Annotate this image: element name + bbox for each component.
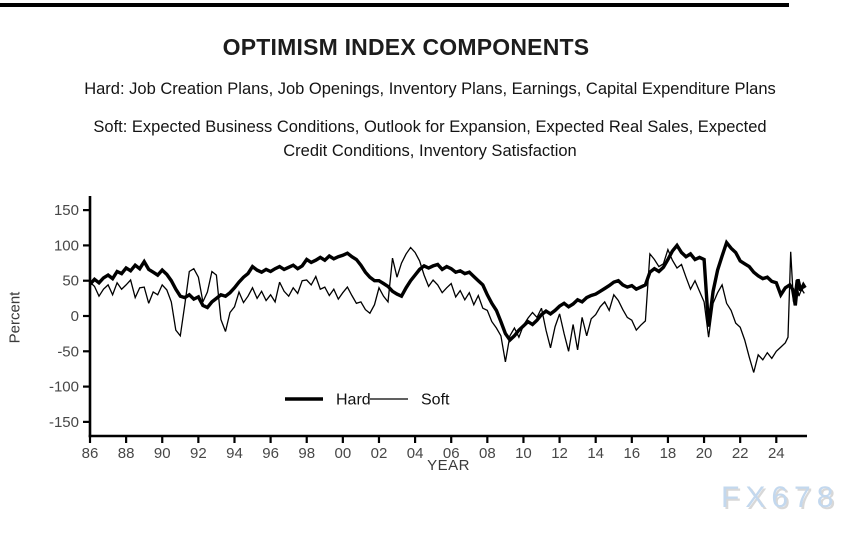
x-axis-title: YEAR (427, 457, 470, 474)
x-tick-label: 06 (443, 445, 460, 462)
x-tick-label: 22 (732, 445, 749, 462)
watermark-fx678: FX678 (721, 481, 840, 514)
y-axis-title: Percent (6, 291, 24, 344)
x-tick-label: 92 (190, 445, 207, 462)
x-tick-label: 86 (82, 445, 99, 462)
x-tick-label: 12 (551, 445, 568, 462)
x-tick-label: 16 (623, 445, 640, 462)
y-tick-label: -150 (49, 414, 79, 431)
y-tick-label: -100 (49, 379, 79, 396)
x-tick-label: 10 (515, 445, 532, 462)
x-tick-label: 24 (768, 445, 785, 462)
x-tick-label: 02 (371, 445, 388, 462)
y-tick-label: 50 (62, 273, 79, 290)
x-tick-label: 96 (262, 445, 279, 462)
chart-title: OPTIMISM INDEX COMPONENTS (222, 34, 590, 60)
y-tick-label: 100 (54, 237, 79, 254)
x-tick-label: 18 (660, 445, 677, 462)
soft-components-description-line2: Credit Conditions, Inventory Satisfactio… (283, 142, 577, 160)
legend-label-hard: Hard (336, 392, 371, 409)
x-tick-label: 90 (154, 445, 171, 462)
x-tick-label: 14 (587, 445, 604, 462)
series-line-soft (89, 246, 805, 373)
x-tick-label: 08 (479, 445, 496, 462)
x-tick-label: 04 (407, 445, 424, 462)
x-tick-label: 94 (226, 445, 243, 462)
hard-components-description: Hard: Job Creation Plans, Job Openings, … (84, 80, 776, 98)
soft-components-description-line1: Soft: Expected Business Conditions, Outl… (93, 118, 767, 136)
y-tick-label: 0 (71, 308, 79, 325)
y-tick-label: 150 (54, 202, 79, 219)
series-line-hard (88, 239, 807, 343)
legend-label-soft: Soft (421, 392, 450, 409)
x-tick-label: 00 (335, 445, 352, 462)
x-tick-label: 20 (696, 445, 713, 462)
x-tick-label: 98 (298, 445, 315, 462)
y-tick-label: -50 (57, 343, 79, 360)
x-tick-label: 88 (118, 445, 135, 462)
top-border-rule (0, 3, 789, 7)
